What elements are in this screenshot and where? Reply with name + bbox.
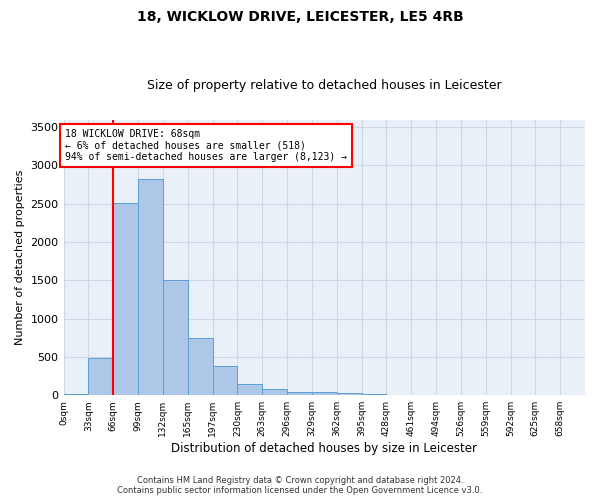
Bar [262,390,287,395]
Bar [337,393,362,395]
Bar [163,280,188,395]
Bar [188,338,212,395]
Text: Contains HM Land Registry data © Crown copyright and database right 2024.
Contai: Contains HM Land Registry data © Crown c… [118,476,482,495]
Bar [212,366,238,395]
Bar [64,394,88,395]
Text: 18, WICKLOW DRIVE, LEICESTER, LE5 4RB: 18, WICKLOW DRIVE, LEICESTER, LE5 4RB [137,10,463,24]
Bar [362,394,386,395]
Bar [238,384,262,395]
Text: 18 WICKLOW DRIVE: 68sqm
← 6% of detached houses are smaller (518)
94% of semi-de: 18 WICKLOW DRIVE: 68sqm ← 6% of detached… [65,128,347,162]
Bar [312,392,337,395]
X-axis label: Distribution of detached houses by size in Leicester: Distribution of detached houses by size … [171,442,477,455]
Title: Size of property relative to detached houses in Leicester: Size of property relative to detached ho… [147,79,502,92]
Bar [88,358,113,395]
Bar [287,392,312,395]
Bar [113,203,138,395]
Bar [138,178,163,395]
Y-axis label: Number of detached properties: Number of detached properties [15,170,25,345]
